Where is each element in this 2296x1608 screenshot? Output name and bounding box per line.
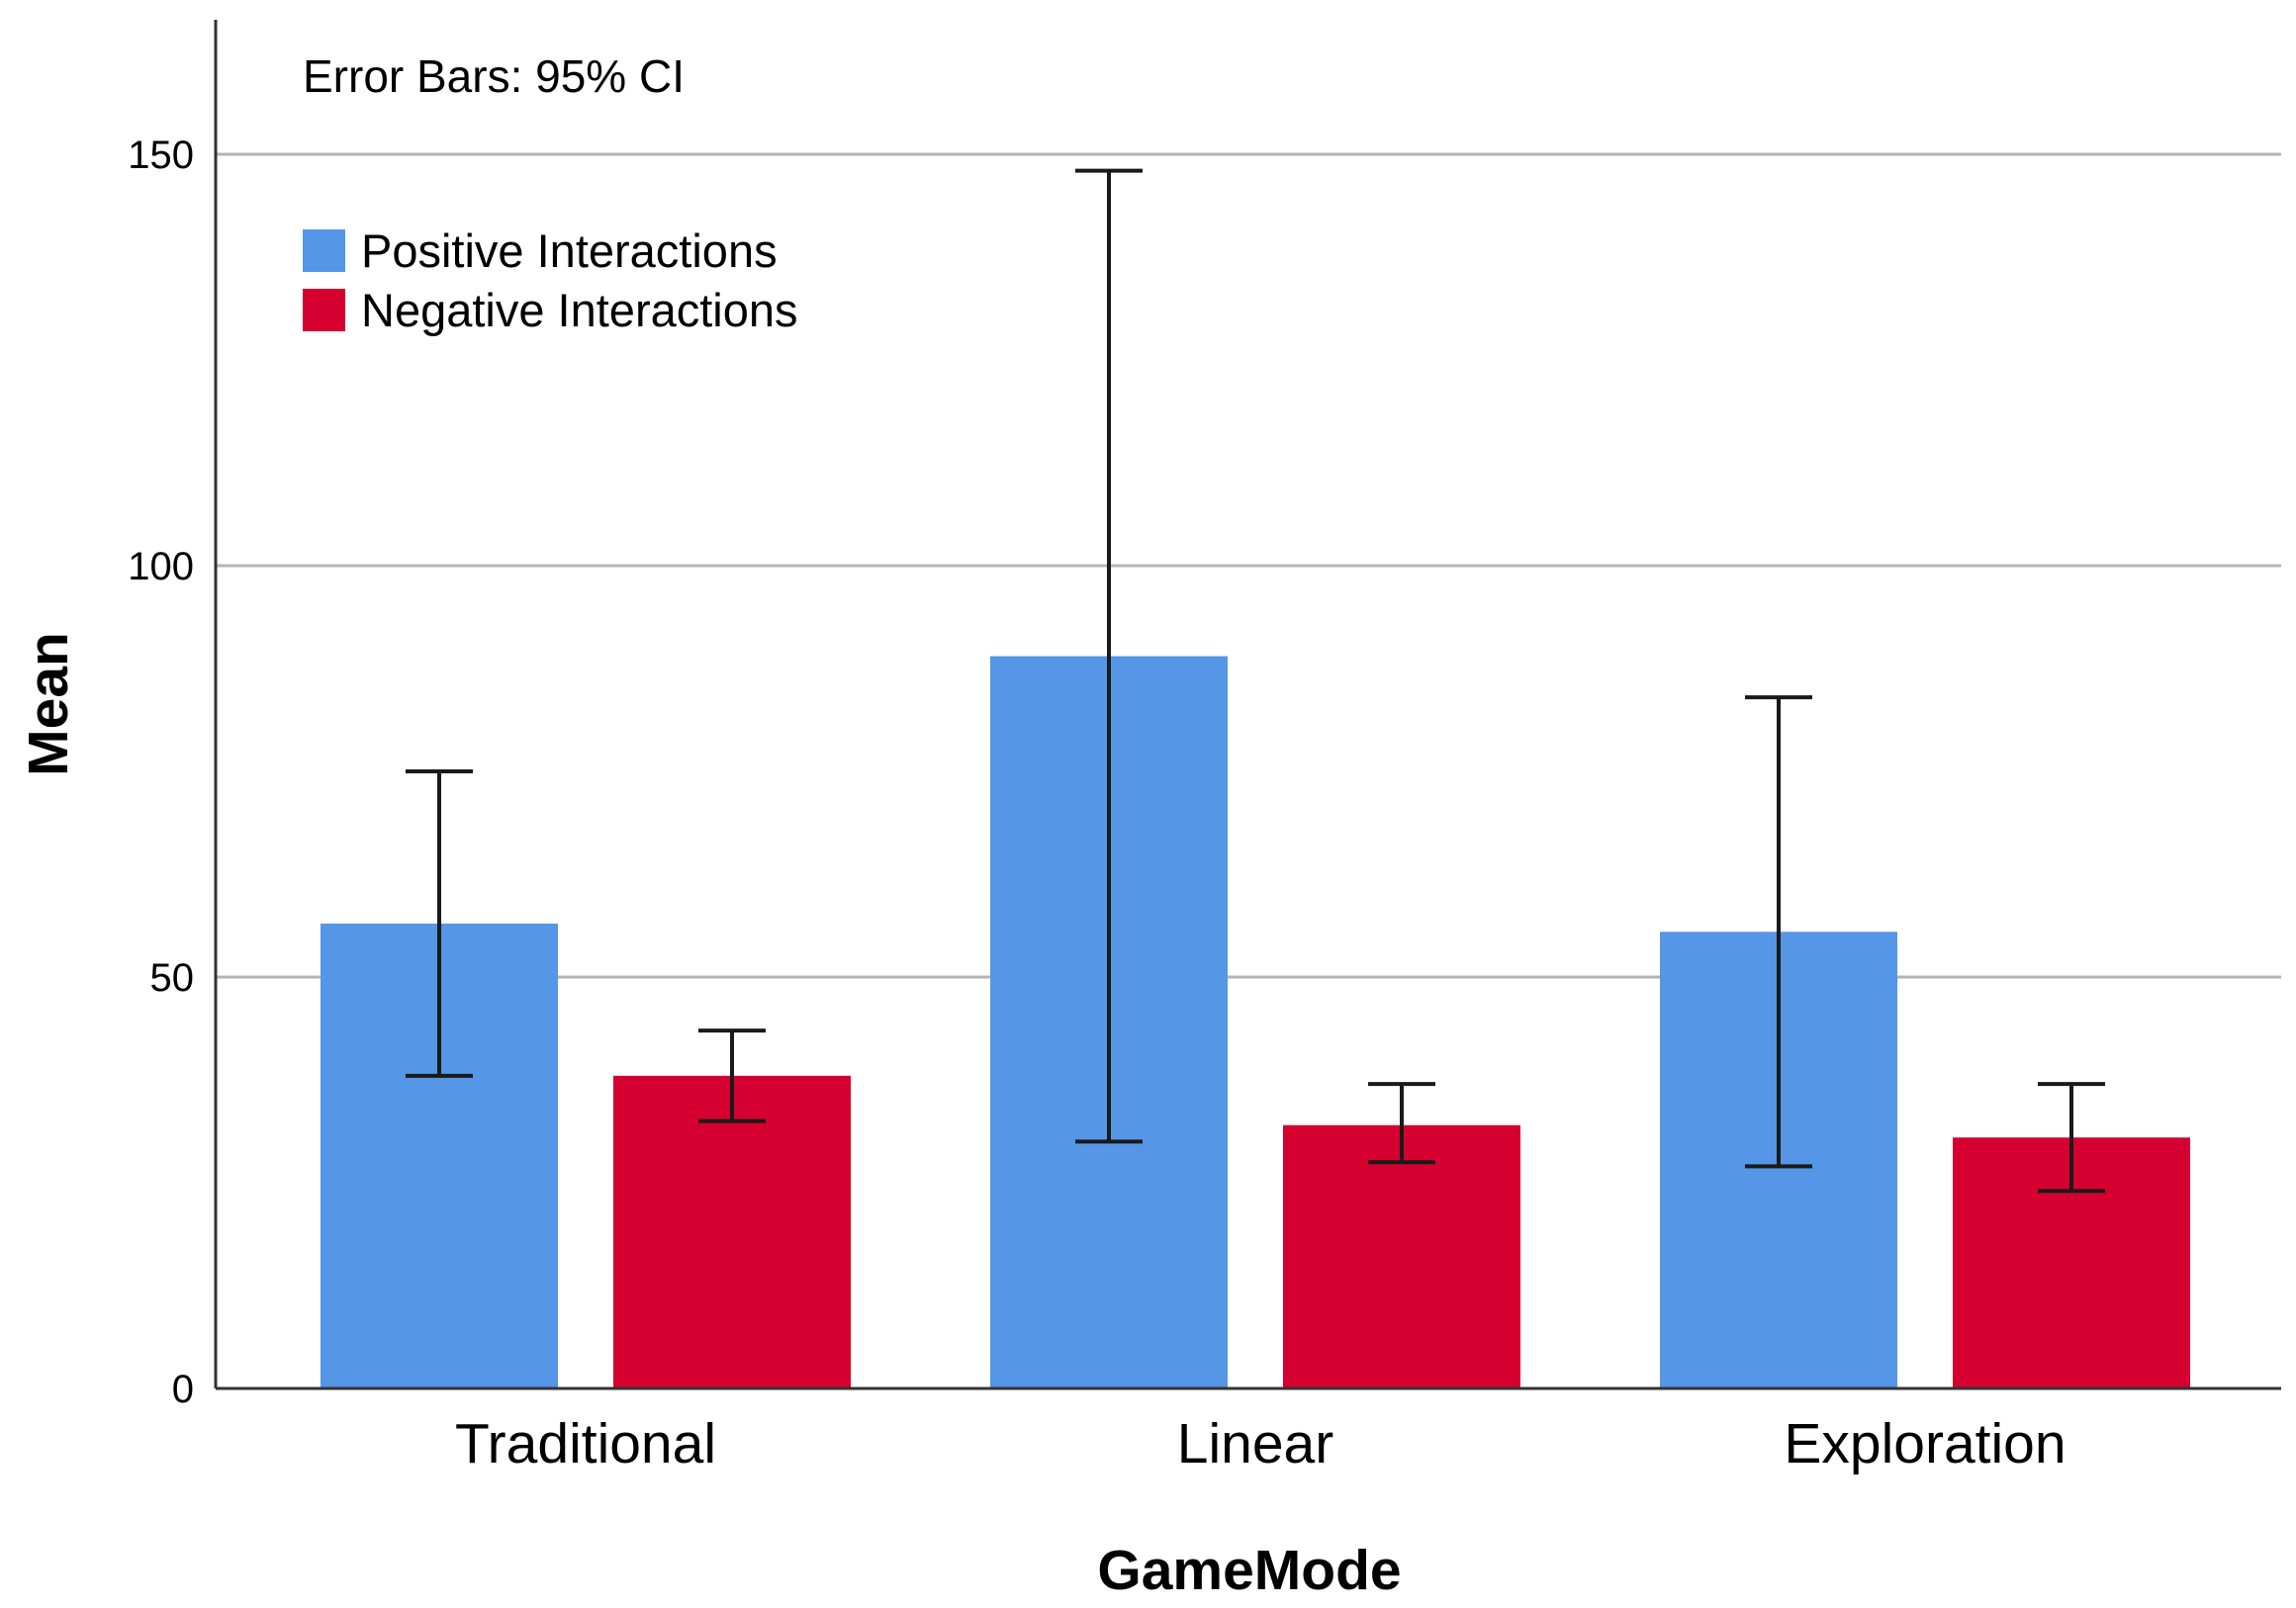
bar [1283,1124,1520,1388]
y-axis-title: Mean [17,632,80,776]
legend-swatch [303,289,345,331]
legend-label: Negative Interactions [361,284,798,336]
legend: Positive Interactions Negative Interactio… [303,224,798,336]
x-axis-title: GameMode [1097,1539,1401,1602]
error-bar-note: Error Bars: 95% CI [303,50,685,102]
y-tick-label: 50 [150,956,195,1000]
y-tick-label: 150 [128,134,194,177]
axes [214,20,2281,1390]
legend-swatch [303,229,345,272]
x-tick-label: Exploration [1784,1412,2066,1475]
y-tick-label: 100 [128,545,194,588]
bars [321,656,2190,1388]
gridlines [216,152,2281,979]
error-bars [406,168,2105,1194]
x-tick-label: Traditional [455,1412,716,1475]
bar [613,1075,851,1388]
tick-labels: 0 50 100 150 Traditional Linear Exploration [128,134,2066,1475]
legend-label: Positive Interactions [361,224,778,277]
x-tick-label: Linear [1177,1412,1333,1475]
y-tick-label: 0 [172,1368,194,1411]
